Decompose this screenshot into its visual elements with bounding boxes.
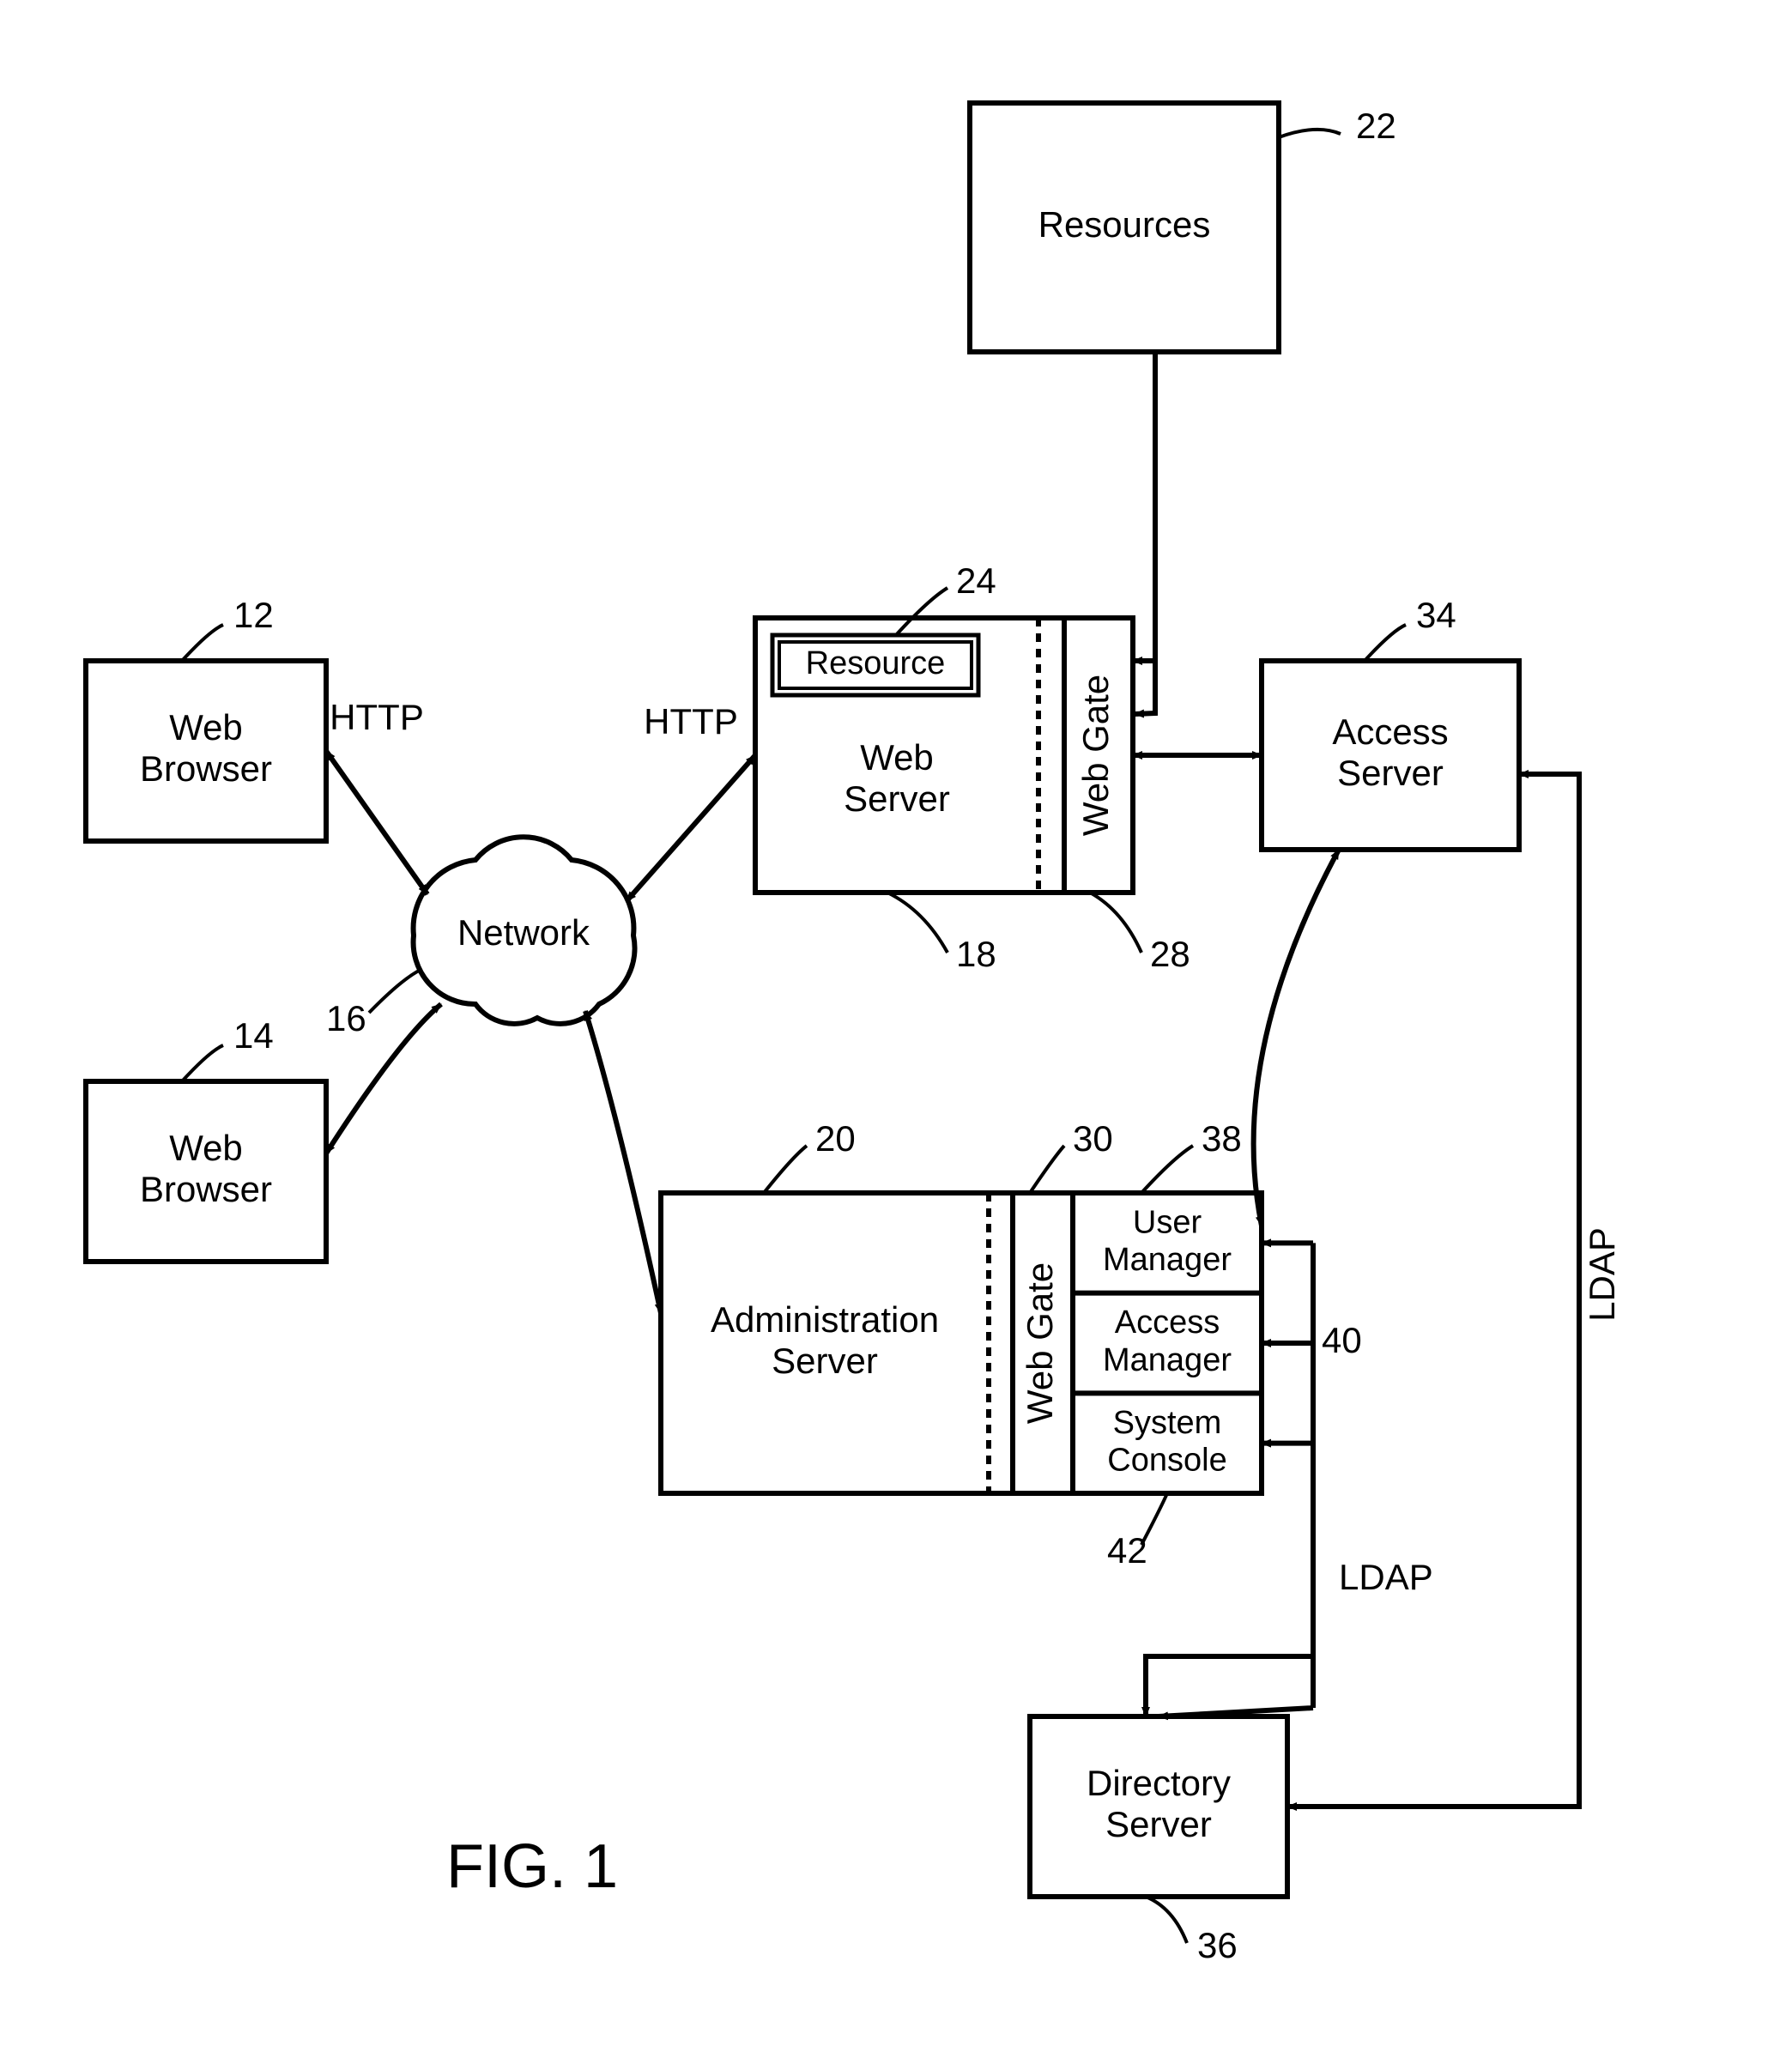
svg-text:Web: Web <box>860 737 934 778</box>
svg-text:Resource: Resource <box>806 645 946 681</box>
svg-text:Web: Web <box>169 1128 243 1168</box>
svg-text:28: 28 <box>1150 934 1190 974</box>
svg-text:40: 40 <box>1322 1320 1362 1360</box>
svg-text:34: 34 <box>1416 595 1456 635</box>
svg-text:30: 30 <box>1073 1118 1113 1159</box>
svg-text:Browser: Browser <box>140 748 272 789</box>
svg-text:38: 38 <box>1202 1118 1242 1159</box>
svg-text:Server: Server <box>1337 753 1444 793</box>
svg-text:Manager: Manager <box>1103 1342 1232 1378</box>
svg-text:LDAP: LDAP <box>1582 1227 1622 1322</box>
svg-text:Server: Server <box>772 1341 878 1381</box>
svg-text:Console: Console <box>1107 1443 1226 1479</box>
svg-text:Access: Access <box>1115 1304 1220 1341</box>
svg-text:42: 42 <box>1107 1530 1147 1571</box>
svg-text:12: 12 <box>233 595 274 635</box>
svg-text:Web Gate: Web Gate <box>1020 1262 1060 1424</box>
svg-text:LDAP: LDAP <box>1339 1557 1433 1597</box>
svg-text:36: 36 <box>1197 1925 1238 1965</box>
svg-text:Web: Web <box>169 707 243 748</box>
svg-text:20: 20 <box>815 1118 856 1159</box>
svg-text:HTTP: HTTP <box>330 697 424 737</box>
svg-text:Server: Server <box>844 778 950 819</box>
svg-text:Server: Server <box>1105 1804 1212 1844</box>
svg-text:Access: Access <box>1332 711 1448 752</box>
svg-text:Resources: Resources <box>1038 204 1211 245</box>
svg-text:18: 18 <box>956 934 996 974</box>
svg-text:24: 24 <box>956 560 996 601</box>
svg-text:22: 22 <box>1356 106 1396 146</box>
svg-text:FIG. 1: FIG. 1 <box>446 1832 618 1901</box>
svg-text:HTTP: HTTP <box>644 701 738 742</box>
svg-text:User: User <box>1133 1205 1202 1241</box>
svg-text:14: 14 <box>233 1015 274 1056</box>
svg-text:16: 16 <box>326 998 366 1038</box>
svg-text:System: System <box>1113 1405 1222 1441</box>
svg-text:Browser: Browser <box>140 1169 272 1209</box>
svg-text:Network: Network <box>457 912 590 953</box>
svg-text:Administration: Administration <box>711 1299 939 1340</box>
svg-text:Directory: Directory <box>1087 1763 1231 1803</box>
svg-text:Manager: Manager <box>1103 1242 1232 1278</box>
svg-text:Web Gate: Web Gate <box>1075 675 1116 836</box>
